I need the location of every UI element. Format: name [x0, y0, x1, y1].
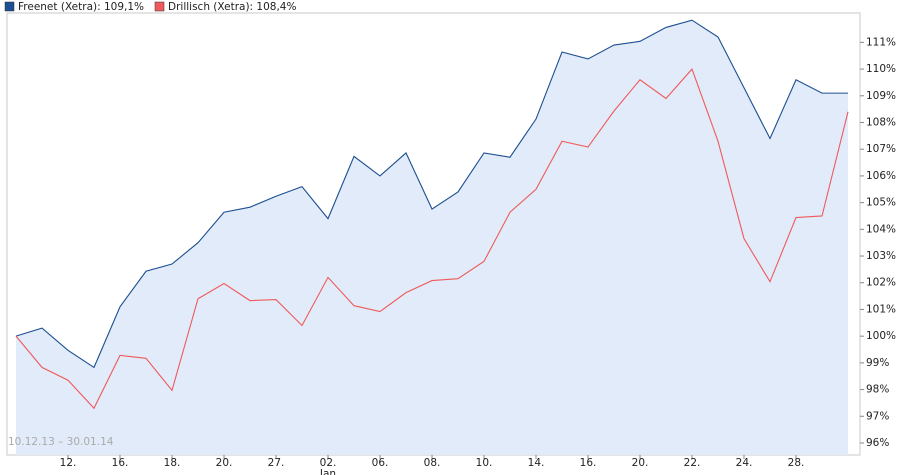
series-line — [15, 19, 848, 369]
x-tick-label: 24. — [736, 457, 753, 469]
y-tick-label: 107% — [866, 143, 896, 155]
x-tick-label: 14. — [528, 457, 545, 469]
line-layer — [15, 19, 849, 410]
x-tick-label: 18. — [164, 457, 181, 469]
x-tick-label: 22. — [684, 457, 701, 469]
x-tick-label-line: 02. — [320, 457, 337, 469]
legend-label: Drillisch (Xetra): 108,4% — [168, 1, 296, 13]
y-tick-label: 110% — [866, 63, 896, 75]
y-tick-label: 101% — [866, 303, 896, 315]
y-tick-label: 104% — [866, 223, 896, 235]
y-tick-label: 99% — [866, 357, 889, 369]
y-tick-label: 103% — [866, 250, 896, 262]
x-tick-label: 02. Jan — [319, 457, 336, 475]
y-tick-label: 98% — [866, 384, 889, 396]
x-tick-label: 16. — [112, 457, 129, 469]
x-tick-label: 12. — [60, 457, 77, 469]
y-tick-label: 111% — [866, 36, 896, 48]
area-layer — [16, 20, 848, 455]
x-tick-label: 20. — [632, 457, 649, 469]
y-tick-label: 106% — [866, 170, 896, 182]
legend-label: Freenet (Xetra): 109,1% — [18, 1, 144, 13]
x-tick-label: 10. — [476, 457, 493, 469]
series-line — [15, 68, 849, 410]
legend-swatch — [154, 1, 165, 12]
x-tick-label-line: Jan — [319, 468, 336, 475]
x-tick-label: 27. — [268, 457, 285, 469]
legend-swatch — [4, 1, 15, 12]
x-tick-label: 28. — [788, 457, 805, 469]
y-tick-label: 108% — [866, 116, 896, 128]
x-tick-label: 06. — [372, 457, 389, 469]
y-tick-label: 100% — [866, 330, 896, 342]
date-range: 10.12.13 – 30.01.14 — [8, 436, 114, 448]
y-tick-label: 102% — [866, 277, 896, 289]
y-tick-label: 96% — [866, 437, 889, 449]
x-tick-label: 16. — [580, 457, 597, 469]
y-tick-label: 97% — [866, 410, 889, 422]
y-tick-label: 105% — [866, 197, 896, 209]
y-tick-label: 109% — [866, 90, 896, 102]
area-fill — [16, 20, 848, 455]
x-tick-label: 08. — [424, 457, 441, 469]
x-tick-label: 20. — [216, 457, 233, 469]
